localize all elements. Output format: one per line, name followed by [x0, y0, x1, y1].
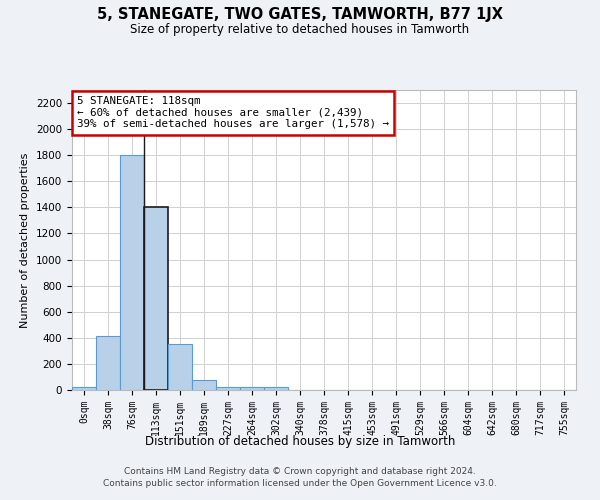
- Text: Contains public sector information licensed under the Open Government Licence v3: Contains public sector information licen…: [103, 479, 497, 488]
- Bar: [96, 336, 120, 390]
- Bar: [72, 388, 96, 390]
- Bar: [168, 344, 192, 390]
- Bar: [120, 155, 144, 390]
- Text: Contains HM Land Registry data © Crown copyright and database right 2024.: Contains HM Land Registry data © Crown c…: [124, 468, 476, 476]
- Text: Distribution of detached houses by size in Tamworth: Distribution of detached houses by size …: [145, 435, 455, 448]
- Bar: [192, 380, 216, 390]
- Text: 5, STANEGATE, TWO GATES, TAMWORTH, B77 1JX: 5, STANEGATE, TWO GATES, TAMWORTH, B77 1…: [97, 8, 503, 22]
- Bar: [240, 386, 264, 390]
- Bar: [144, 208, 168, 390]
- Text: 5 STANEGATE: 118sqm
← 60% of detached houses are smaller (2,439)
39% of semi-det: 5 STANEGATE: 118sqm ← 60% of detached ho…: [77, 96, 389, 129]
- Bar: [216, 386, 240, 390]
- Y-axis label: Number of detached properties: Number of detached properties: [20, 152, 31, 328]
- Text: Size of property relative to detached houses in Tamworth: Size of property relative to detached ho…: [130, 22, 470, 36]
- Bar: [264, 388, 288, 390]
